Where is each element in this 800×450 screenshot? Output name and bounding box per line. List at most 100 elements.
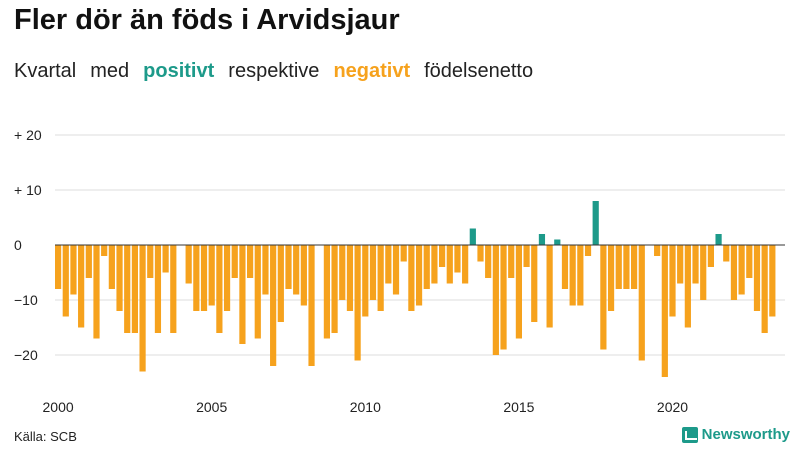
bar [700, 245, 707, 300]
bar [600, 245, 607, 350]
chart-subtitle: Kvartal med positivt respektive negativt föde… [14, 60, 547, 83]
bar [216, 245, 223, 333]
bar [154, 245, 162, 333]
bar [254, 245, 261, 339]
subtitle-text-with: med [90, 60, 130, 82]
bar [308, 245, 315, 366]
bar [124, 245, 131, 333]
bar [270, 245, 277, 366]
bar [454, 245, 461, 273]
bar [431, 245, 438, 284]
bar [262, 245, 269, 295]
bar [300, 245, 307, 306]
chart-title: Fler dör än föds i Arvidsjaur [14, 4, 400, 36]
bar [508, 245, 515, 278]
bar [408, 245, 415, 311]
bar [439, 245, 446, 267]
bar [477, 245, 484, 262]
bar [492, 245, 499, 355]
bar [392, 245, 400, 295]
bar [139, 245, 146, 372]
bar [400, 245, 407, 262]
bar [285, 245, 292, 289]
x-tick-label: 2005 [196, 399, 227, 415]
bar [62, 245, 69, 317]
bar [546, 245, 553, 328]
bar [108, 245, 115, 289]
bar [185, 245, 192, 284]
bar [293, 245, 300, 295]
bar [538, 234, 546, 245]
bar [469, 228, 476, 245]
bar [247, 245, 254, 278]
y-tick-label: 0 [14, 237, 22, 253]
bar [339, 245, 346, 300]
x-tick-label: 2000 [43, 399, 74, 415]
bar [354, 245, 361, 361]
bar [746, 245, 753, 278]
bar [277, 245, 284, 322]
bar [101, 245, 108, 256]
subtitle-text-quarter: Kvartal [14, 60, 77, 82]
bar [607, 245, 615, 311]
bar [715, 234, 722, 245]
bar [523, 245, 530, 267]
bar [423, 245, 430, 289]
bar [85, 245, 92, 278]
bar [592, 201, 599, 245]
y-tick-label: + 10 [14, 182, 42, 198]
bar [131, 245, 138, 333]
bar [208, 245, 215, 306]
y-tick-label: −10 [14, 292, 38, 308]
subtitle-positive-word: positivt [143, 60, 215, 82]
bar [554, 239, 561, 245]
bar [385, 245, 392, 284]
bar [769, 245, 776, 317]
bar [577, 245, 584, 306]
bar [55, 245, 62, 289]
x-tick-label: 2015 [503, 399, 534, 415]
bar [93, 245, 100, 339]
bar [331, 245, 338, 333]
bar [730, 245, 738, 300]
bar [723, 245, 730, 262]
bar [500, 245, 507, 350]
bar [692, 245, 699, 284]
bar [147, 245, 154, 278]
bar [377, 245, 384, 311]
bar [70, 245, 77, 295]
bar [231, 245, 238, 278]
bar [531, 245, 538, 322]
source-note: Källa: SCB [14, 429, 77, 444]
bar [415, 245, 423, 306]
brand-name: Newsworthy [701, 426, 790, 443]
x-tick-label: 2010 [350, 399, 381, 415]
bar [623, 245, 630, 289]
bar [515, 245, 522, 339]
bar [707, 245, 714, 267]
bar [323, 245, 330, 339]
bar [462, 245, 469, 284]
bar [631, 245, 638, 289]
bar [162, 245, 169, 273]
bar [661, 245, 668, 377]
bar [654, 245, 661, 256]
chart-icon [681, 426, 698, 443]
bar [569, 245, 576, 306]
bar [239, 245, 246, 344]
x-tick-label: 2020 [657, 399, 688, 415]
bar [684, 245, 691, 328]
y-tick-label: −20 [14, 347, 38, 363]
bar [738, 245, 745, 295]
bar [485, 245, 492, 278]
bar [362, 245, 369, 317]
bar [638, 245, 645, 361]
bar [78, 245, 85, 328]
bar [200, 245, 208, 311]
bar [761, 245, 768, 333]
bar [369, 245, 377, 300]
bar [223, 245, 231, 311]
bar [669, 245, 676, 317]
bar-chart: + 20 + 10 0 −10 −20 2000 2005 2010 2015 2020 [14, 127, 785, 415]
bar [116, 245, 123, 311]
